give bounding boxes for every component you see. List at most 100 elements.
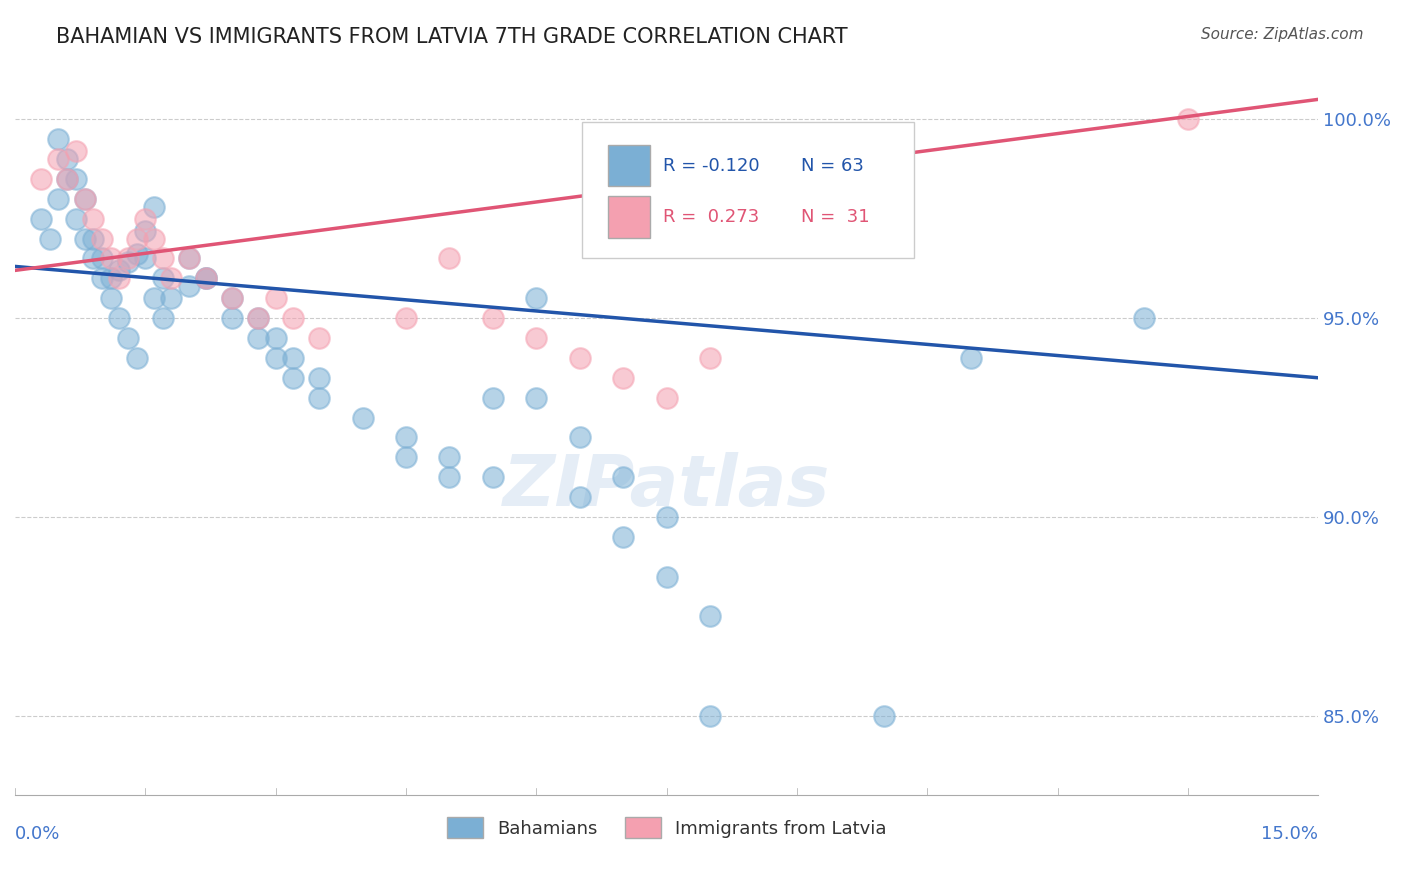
Point	[134, 224, 156, 238]
Point	[117, 255, 139, 269]
Point	[177, 279, 200, 293]
Point	[308, 331, 330, 345]
Point	[281, 311, 304, 326]
Point	[959, 351, 981, 365]
Point	[655, 510, 678, 524]
Point	[160, 291, 183, 305]
Point	[655, 569, 678, 583]
Point	[48, 192, 70, 206]
Point	[100, 271, 122, 285]
Point	[699, 709, 721, 723]
Point	[568, 490, 591, 504]
Point	[160, 271, 183, 285]
Text: BAHAMIAN VS IMMIGRANTS FROM LATVIA 7TH GRADE CORRELATION CHART: BAHAMIAN VS IMMIGRANTS FROM LATVIA 7TH G…	[56, 27, 848, 46]
Point	[482, 391, 505, 405]
Point	[612, 530, 634, 544]
Text: Source: ZipAtlas.com: Source: ZipAtlas.com	[1201, 27, 1364, 42]
Point	[281, 371, 304, 385]
Point	[143, 291, 166, 305]
Point	[30, 211, 52, 226]
Point	[699, 609, 721, 624]
Point	[65, 172, 87, 186]
Text: N =  31: N = 31	[801, 208, 869, 226]
Point	[281, 351, 304, 365]
Point	[30, 172, 52, 186]
Point	[65, 211, 87, 226]
Point	[56, 172, 79, 186]
Point	[612, 470, 634, 484]
FancyBboxPatch shape	[607, 145, 650, 186]
Point	[873, 709, 896, 723]
Point	[152, 252, 174, 266]
Point	[108, 263, 131, 277]
Point	[100, 252, 122, 266]
Point	[48, 132, 70, 146]
Text: 0.0%: 0.0%	[15, 825, 60, 843]
Point	[655, 391, 678, 405]
Point	[195, 271, 218, 285]
Point	[100, 291, 122, 305]
Text: 15.0%: 15.0%	[1261, 825, 1319, 843]
Point	[90, 271, 112, 285]
Point	[439, 470, 461, 484]
Point	[90, 231, 112, 245]
Point	[699, 351, 721, 365]
Point	[1177, 112, 1199, 127]
Point	[73, 192, 96, 206]
Point	[177, 252, 200, 266]
Point	[439, 252, 461, 266]
Point	[38, 231, 60, 245]
Point	[395, 450, 418, 465]
Point	[482, 311, 505, 326]
Point	[439, 450, 461, 465]
Point	[152, 271, 174, 285]
Point	[221, 311, 243, 326]
Point	[568, 430, 591, 444]
Text: ZIPatlas: ZIPatlas	[503, 452, 831, 521]
Point	[108, 271, 131, 285]
Point	[82, 211, 104, 226]
Point	[195, 271, 218, 285]
Point	[247, 311, 270, 326]
Point	[524, 291, 547, 305]
Point	[125, 247, 148, 261]
Point	[90, 252, 112, 266]
Point	[73, 231, 96, 245]
Point	[125, 351, 148, 365]
Point	[221, 291, 243, 305]
Point	[56, 172, 79, 186]
Point	[612, 371, 634, 385]
Point	[82, 252, 104, 266]
Point	[143, 200, 166, 214]
Point	[56, 152, 79, 166]
Point	[264, 351, 287, 365]
Point	[395, 311, 418, 326]
FancyBboxPatch shape	[607, 196, 650, 237]
Point	[524, 331, 547, 345]
Point	[482, 470, 505, 484]
Point	[308, 391, 330, 405]
Point	[524, 391, 547, 405]
Point	[568, 351, 591, 365]
Point	[264, 331, 287, 345]
Point	[177, 252, 200, 266]
Point	[134, 211, 156, 226]
Point	[73, 192, 96, 206]
Text: R =  0.273: R = 0.273	[662, 208, 759, 226]
Point	[221, 291, 243, 305]
FancyBboxPatch shape	[582, 122, 914, 259]
Text: R = -0.120: R = -0.120	[662, 157, 759, 175]
Point	[395, 430, 418, 444]
Point	[264, 291, 287, 305]
Legend: Bahamians, Immigrants from Latvia: Bahamians, Immigrants from Latvia	[439, 810, 894, 846]
Point	[134, 252, 156, 266]
Point	[117, 252, 139, 266]
Point	[308, 371, 330, 385]
Point	[247, 311, 270, 326]
Point	[352, 410, 374, 425]
Point	[152, 311, 174, 326]
Point	[117, 331, 139, 345]
Point	[125, 231, 148, 245]
Text: N = 63: N = 63	[801, 157, 863, 175]
Point	[247, 331, 270, 345]
